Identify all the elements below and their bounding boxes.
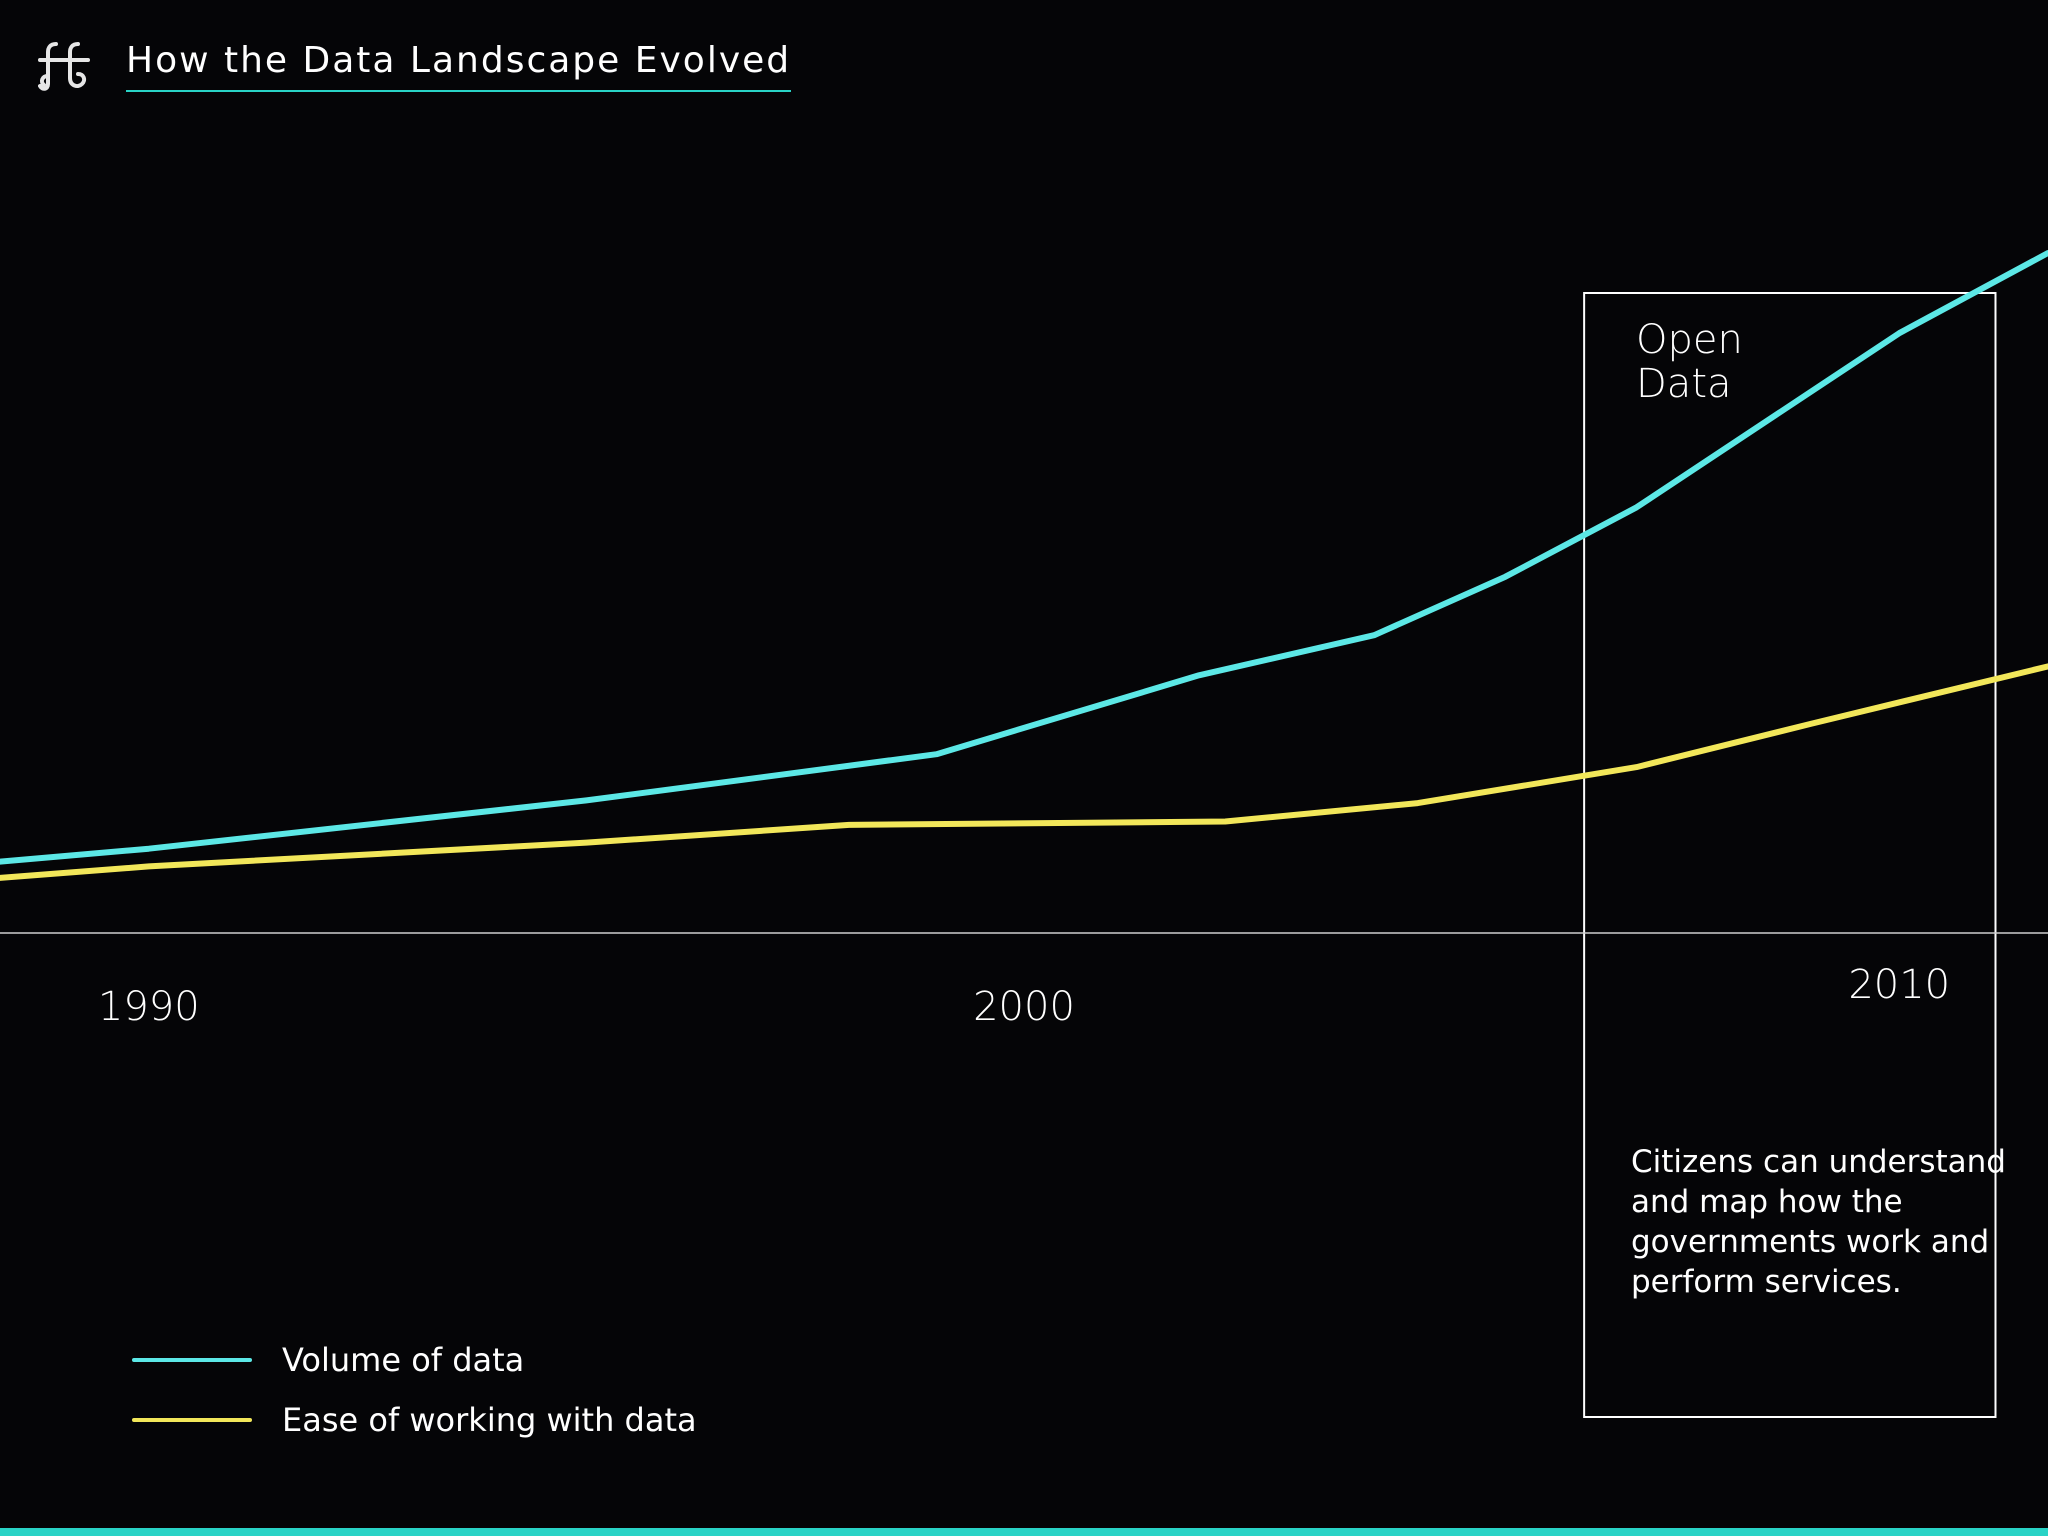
x-tick-label-2010: 2010 (1848, 962, 1950, 1008)
legend-swatch-ease (132, 1418, 252, 1422)
x-tick-label-1990: 1990 (98, 984, 200, 1030)
x-tick-label-2000: 2000 (973, 984, 1075, 1030)
series-line-volume (0, 250, 2048, 865)
page-title: How the Data Landscape Evolved (126, 38, 792, 92)
highlight-description: Citizens can understand and map how the … (1631, 1144, 2006, 1300)
series-line-ease (0, 663, 2048, 881)
legend-label-ease: Ease of working with data (282, 1401, 697, 1439)
legend-item-ease: Ease of working with data (132, 1390, 697, 1450)
bottom-accent-bar (0, 1528, 2048, 1536)
highlight-title: Open Data (1636, 318, 1836, 406)
legend: Volume of data Ease of working with data (132, 1330, 697, 1450)
legend-item-volume: Volume of data (132, 1330, 697, 1390)
legend-swatch-volume (132, 1358, 252, 1362)
highlight-title-line2: Data (1636, 361, 1732, 407)
ff-monogram-icon (38, 42, 90, 91)
highlight-title-line1: Open (1636, 317, 1743, 363)
highlight-box (1583, 292, 1997, 1418)
legend-label-volume: Volume of data (282, 1341, 525, 1379)
